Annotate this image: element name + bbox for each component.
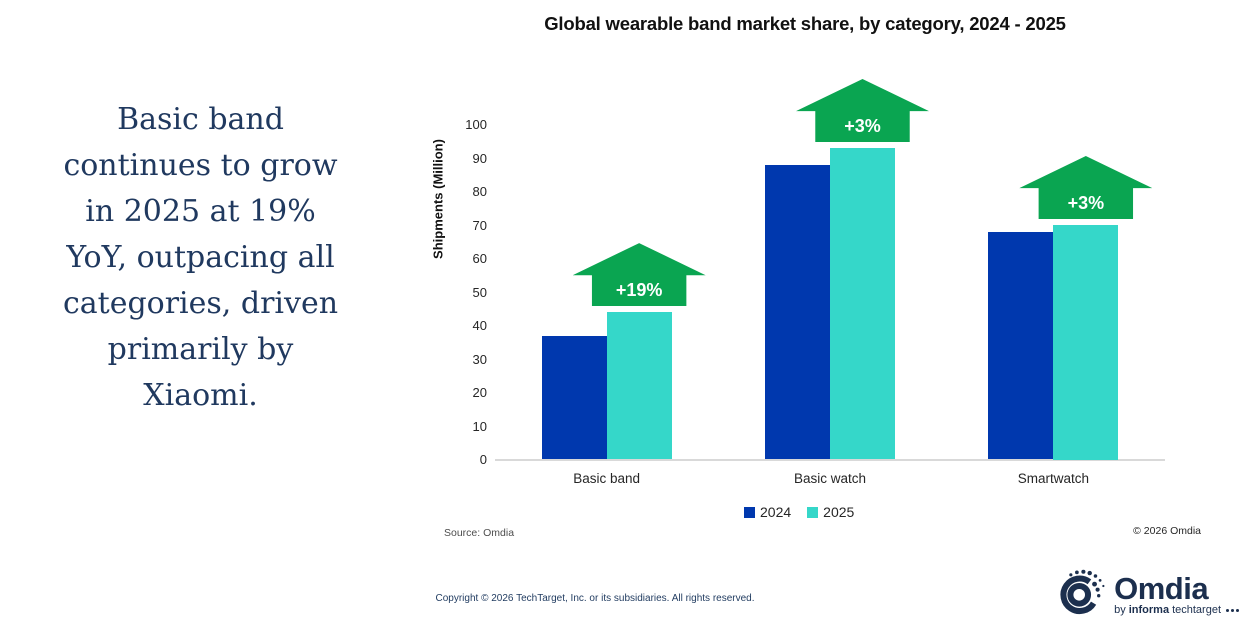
bar-2025-basic-band bbox=[606, 312, 672, 460]
y-tick-0: 0 bbox=[479, 452, 487, 467]
insight-line: categories, driven bbox=[62, 286, 339, 321]
insight-line: primarily by bbox=[107, 332, 294, 367]
growth-arrow-label: +19% bbox=[615, 279, 663, 300]
y-tick-50: 50 bbox=[472, 284, 487, 300]
legend-swatch-2025 bbox=[807, 506, 819, 518]
chart-copyright: © 2026 Omdia bbox=[1133, 525, 1201, 537]
growth-arrow-smartwatch: +3% bbox=[1019, 156, 1153, 219]
y-tick-80: 80 bbox=[472, 184, 487, 199]
bar-2025-basic-watch bbox=[830, 147, 895, 460]
category-label-smartwatch: Smartwatch bbox=[1017, 471, 1089, 486]
y-tick-90: 90 bbox=[472, 150, 487, 166]
bar-2024-smartwatch bbox=[988, 231, 1054, 460]
y-tick-30: 30 bbox=[472, 351, 487, 367]
y-tick-100: 100 bbox=[465, 117, 487, 132]
tagline-by: by bbox=[1114, 604, 1126, 616]
bar-2025-smartwatch bbox=[1053, 225, 1119, 460]
y-tick-20: 20 bbox=[472, 385, 487, 400]
legend-item-2025: 2025 bbox=[807, 504, 854, 520]
y-tick-40: 40 bbox=[472, 318, 487, 333]
omdia-logo-tagline: by informa techtarget bbox=[1114, 604, 1239, 616]
omdia-logo-wordmark: Omdia bbox=[1114, 571, 1209, 606]
y-tick-60: 60 bbox=[472, 251, 487, 266]
insight-line: Basic band bbox=[117, 102, 284, 137]
tagline-techtarget: techtarget bbox=[1172, 604, 1221, 616]
insight-text: Basic band continues to grow in 2025 at … bbox=[18, 97, 383, 419]
y-tick-70: 70 bbox=[472, 217, 487, 233]
category-label-basic-band: Basic band bbox=[573, 471, 641, 486]
growth-arrow-label: +3% bbox=[1067, 192, 1105, 213]
insight-line: YoY, outpacing all bbox=[66, 240, 335, 275]
legend-swatch-2024 bbox=[744, 506, 755, 518]
chart-legend: 2024 2025 bbox=[744, 504, 854, 520]
insight-line: in 2025 at 19% bbox=[85, 194, 316, 229]
x-axis-line bbox=[495, 459, 1165, 461]
legend-item-2024: 2024 bbox=[744, 504, 791, 520]
chart-title: Global wearable band market share, by ca… bbox=[544, 13, 1066, 34]
growth-arrow-basic-watch: +3% bbox=[796, 78, 929, 142]
footer-copyright: Copyright © 2026 TechTarget, Inc. or its… bbox=[435, 593, 755, 604]
category-label-basic-watch: Basic watch bbox=[793, 471, 867, 486]
tagline-informa: informa bbox=[1128, 604, 1170, 616]
insight-line: Xiaomi. bbox=[143, 378, 258, 413]
source-note: Source: Omdia bbox=[444, 527, 515, 539]
bar-2024-basic-band bbox=[541, 335, 607, 460]
insight-line: continues to grow bbox=[63, 148, 338, 183]
omdia-logo: Omdia by informa techtarget bbox=[1056, 566, 1239, 623]
bar-2024-basic-watch bbox=[765, 164, 830, 460]
legend-label-2024: 2024 bbox=[760, 504, 792, 520]
legend-label-2025: 2025 bbox=[823, 504, 855, 520]
omdia-logo-icon bbox=[1056, 566, 1108, 623]
growth-arrow-label: +3% bbox=[844, 115, 881, 136]
y-tick-10: 10 bbox=[472, 418, 487, 434]
tagline-dots-icon bbox=[1226, 608, 1239, 612]
growth-arrow-basic-band: +19% bbox=[572, 243, 706, 307]
